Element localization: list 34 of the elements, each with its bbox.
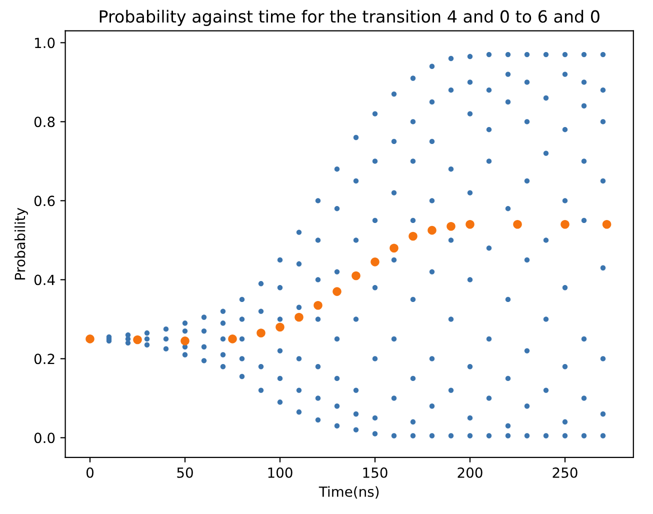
point <box>408 232 418 241</box>
point <box>466 220 474 229</box>
y-tick-label: 0.8 <box>34 116 55 128</box>
x-tick-label: 200 <box>458 467 482 478</box>
y-tick-label: 0.0 <box>34 432 55 444</box>
point <box>370 258 380 266</box>
point <box>332 287 342 296</box>
point <box>86 334 94 344</box>
x-tick-label: 100 <box>268 467 292 478</box>
point <box>133 335 142 344</box>
point <box>256 328 266 338</box>
point <box>228 334 237 344</box>
point <box>560 220 570 229</box>
y-axis-title: Probability <box>14 208 28 280</box>
y-tick-label: 0.4 <box>34 274 55 286</box>
y-tick-label: 0.2 <box>34 354 54 364</box>
y-tick-label: 1.0 <box>35 38 55 48</box>
point <box>513 220 522 229</box>
y-tick-label: 0.6 <box>34 196 55 206</box>
point <box>352 271 360 280</box>
x-tick-label: 250 <box>552 467 578 478</box>
point <box>602 220 612 229</box>
point <box>446 222 456 231</box>
point <box>180 336 190 346</box>
chart-title: Probability against time for the transition 4 and 0 to 6 and 0 <box>100 10 600 26</box>
point <box>428 226 436 235</box>
point <box>294 312 304 322</box>
point <box>276 322 284 332</box>
x-axis-title: Time(ns) <box>318 486 379 499</box>
x-tick-label: 0 <box>86 467 94 478</box>
x-tick-label: 150 <box>363 467 388 478</box>
point <box>314 300 322 310</box>
x-tick-label: 50 <box>177 467 193 478</box>
point <box>390 244 398 252</box>
